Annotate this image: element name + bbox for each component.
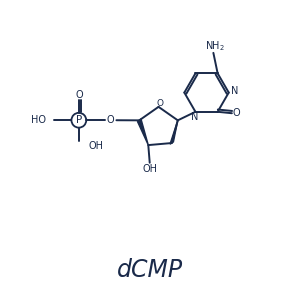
Text: O: O	[157, 99, 164, 108]
Text: O: O	[233, 108, 241, 118]
Text: N: N	[191, 112, 198, 122]
Polygon shape	[138, 119, 148, 145]
Text: OH: OH	[89, 141, 104, 151]
Text: dCMP: dCMP	[117, 258, 183, 282]
Text: O: O	[106, 115, 114, 125]
Text: HO: HO	[31, 115, 46, 125]
Polygon shape	[170, 120, 178, 144]
Text: OH: OH	[142, 164, 157, 174]
Text: NH$_2$: NH$_2$	[205, 40, 225, 53]
Text: O: O	[75, 90, 83, 100]
Text: N: N	[231, 86, 239, 96]
Text: P: P	[76, 115, 82, 125]
